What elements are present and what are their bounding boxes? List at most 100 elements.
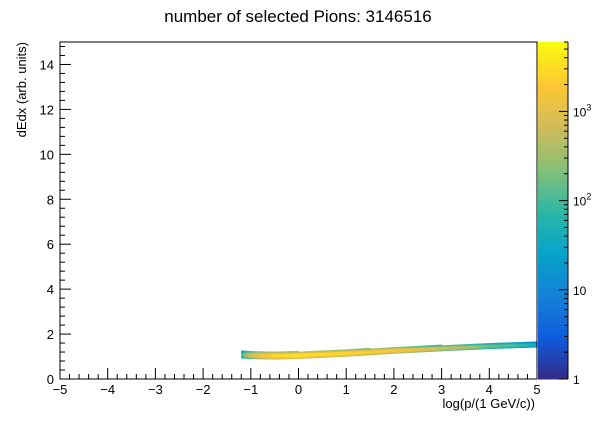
heatmap-cell xyxy=(534,344,538,347)
heatmap-cell xyxy=(386,348,390,351)
heatmap-cell xyxy=(365,350,369,353)
heatmap-cell xyxy=(436,344,440,347)
heatmap-cell xyxy=(515,345,519,347)
heatmap-cell xyxy=(486,346,490,348)
heatmap-cell xyxy=(257,358,261,360)
heatmap-cell xyxy=(443,347,447,349)
heatmap-cell xyxy=(522,341,526,344)
heatmap-cell xyxy=(262,356,266,358)
heatmap-cell xyxy=(424,350,428,353)
heatmap-cell xyxy=(358,353,362,355)
heatmap-cell xyxy=(341,353,345,355)
heatmap-cell xyxy=(279,352,283,354)
heatmap-cell xyxy=(257,356,261,358)
heatmap-cell xyxy=(360,353,364,355)
heatmap-cell xyxy=(286,357,290,359)
heatmap-cell xyxy=(372,353,376,355)
heatmap-cell xyxy=(298,354,302,357)
heatmap-cell xyxy=(484,343,488,345)
heatmap-cell xyxy=(365,349,369,351)
heatmap-cell xyxy=(508,345,512,348)
heatmap-cell xyxy=(281,355,285,357)
heatmap-cell xyxy=(436,350,440,352)
heatmap-cell xyxy=(529,345,533,347)
heatmap-cell xyxy=(398,351,402,353)
heatmap-cell xyxy=(408,350,412,352)
heatmap-cell xyxy=(472,343,476,346)
heatmap-cell xyxy=(319,350,323,352)
heatmap-cell xyxy=(427,348,431,350)
heatmap-cell xyxy=(277,356,281,358)
colorbar-segment xyxy=(538,311,568,318)
heatmap-cell xyxy=(308,355,312,358)
heatmap-cell xyxy=(384,348,388,351)
heatmap-cell xyxy=(288,354,292,356)
heatmap-cell xyxy=(322,355,326,358)
heatmap-cell xyxy=(274,356,278,359)
heatmap-cell xyxy=(401,348,405,350)
heatmap-cell xyxy=(339,350,343,353)
heatmap-cell xyxy=(372,348,376,350)
heatmap-cell xyxy=(508,347,512,349)
heatmap-cell xyxy=(424,349,428,351)
heatmap-cell xyxy=(374,350,378,352)
heatmap-cell xyxy=(288,357,292,359)
heatmap-cell xyxy=(367,353,371,355)
heatmap-cell xyxy=(529,342,533,344)
heatmap-cell xyxy=(336,351,340,353)
heatmap-cell xyxy=(308,351,312,353)
heatmap-cell xyxy=(322,352,326,354)
heatmap-cell xyxy=(269,355,273,357)
heatmap-cell xyxy=(453,347,457,349)
heatmap-cell xyxy=(532,344,536,346)
heatmap-cell xyxy=(260,357,264,359)
colorbar-segment xyxy=(538,305,568,313)
y-tick-label: 8 xyxy=(47,192,54,207)
heatmap-cell xyxy=(389,349,393,351)
heatmap-cell xyxy=(463,346,467,349)
heatmap-cell xyxy=(246,355,250,357)
heatmap-cell xyxy=(482,346,486,348)
heatmap-cell xyxy=(429,349,433,352)
heatmap-cell xyxy=(310,350,314,353)
heatmap-cell xyxy=(319,351,323,353)
heatmap-cell xyxy=(510,342,514,345)
heatmap-cell xyxy=(348,351,352,354)
colorbar-segment xyxy=(538,193,568,200)
heatmap-cell xyxy=(315,355,319,357)
heatmap-cell xyxy=(255,357,259,359)
heatmap-cell xyxy=(370,351,374,354)
heatmap-cell xyxy=(324,351,328,353)
heatmap-cell xyxy=(279,355,283,357)
heatmap-cell xyxy=(417,349,421,352)
heatmap-cell xyxy=(291,355,295,357)
heatmap-cell xyxy=(339,354,343,356)
heatmap-cell xyxy=(329,354,333,357)
colorbar-segment xyxy=(538,171,568,178)
heatmap-cell xyxy=(505,343,509,346)
heatmap-cell xyxy=(389,352,393,354)
heatmap-cell xyxy=(477,346,481,348)
heatmap-cell xyxy=(331,354,335,356)
heatmap-cell xyxy=(393,347,397,349)
heatmap-cell xyxy=(319,352,323,354)
heatmap-cell xyxy=(267,351,271,353)
heatmap-cell xyxy=(279,358,283,360)
heatmap-cell xyxy=(455,345,459,347)
heatmap-cell xyxy=(260,356,264,358)
heatmap-cell xyxy=(405,348,409,350)
heatmap-cell xyxy=(441,347,445,349)
heatmap-cell xyxy=(386,350,390,352)
heatmap-cell xyxy=(422,349,426,351)
heatmap-cell xyxy=(317,353,321,355)
heatmap-cell xyxy=(265,352,269,355)
heatmap-cell xyxy=(293,353,297,355)
heatmap-cell xyxy=(298,355,302,357)
color-scale-bar xyxy=(538,42,568,380)
heatmap-cell xyxy=(248,352,252,354)
heatmap-cell xyxy=(284,351,288,354)
heatmap-cell xyxy=(405,349,409,351)
heatmap-cell xyxy=(358,351,362,353)
heatmap-cell xyxy=(324,354,328,356)
heatmap-cell xyxy=(348,354,352,356)
